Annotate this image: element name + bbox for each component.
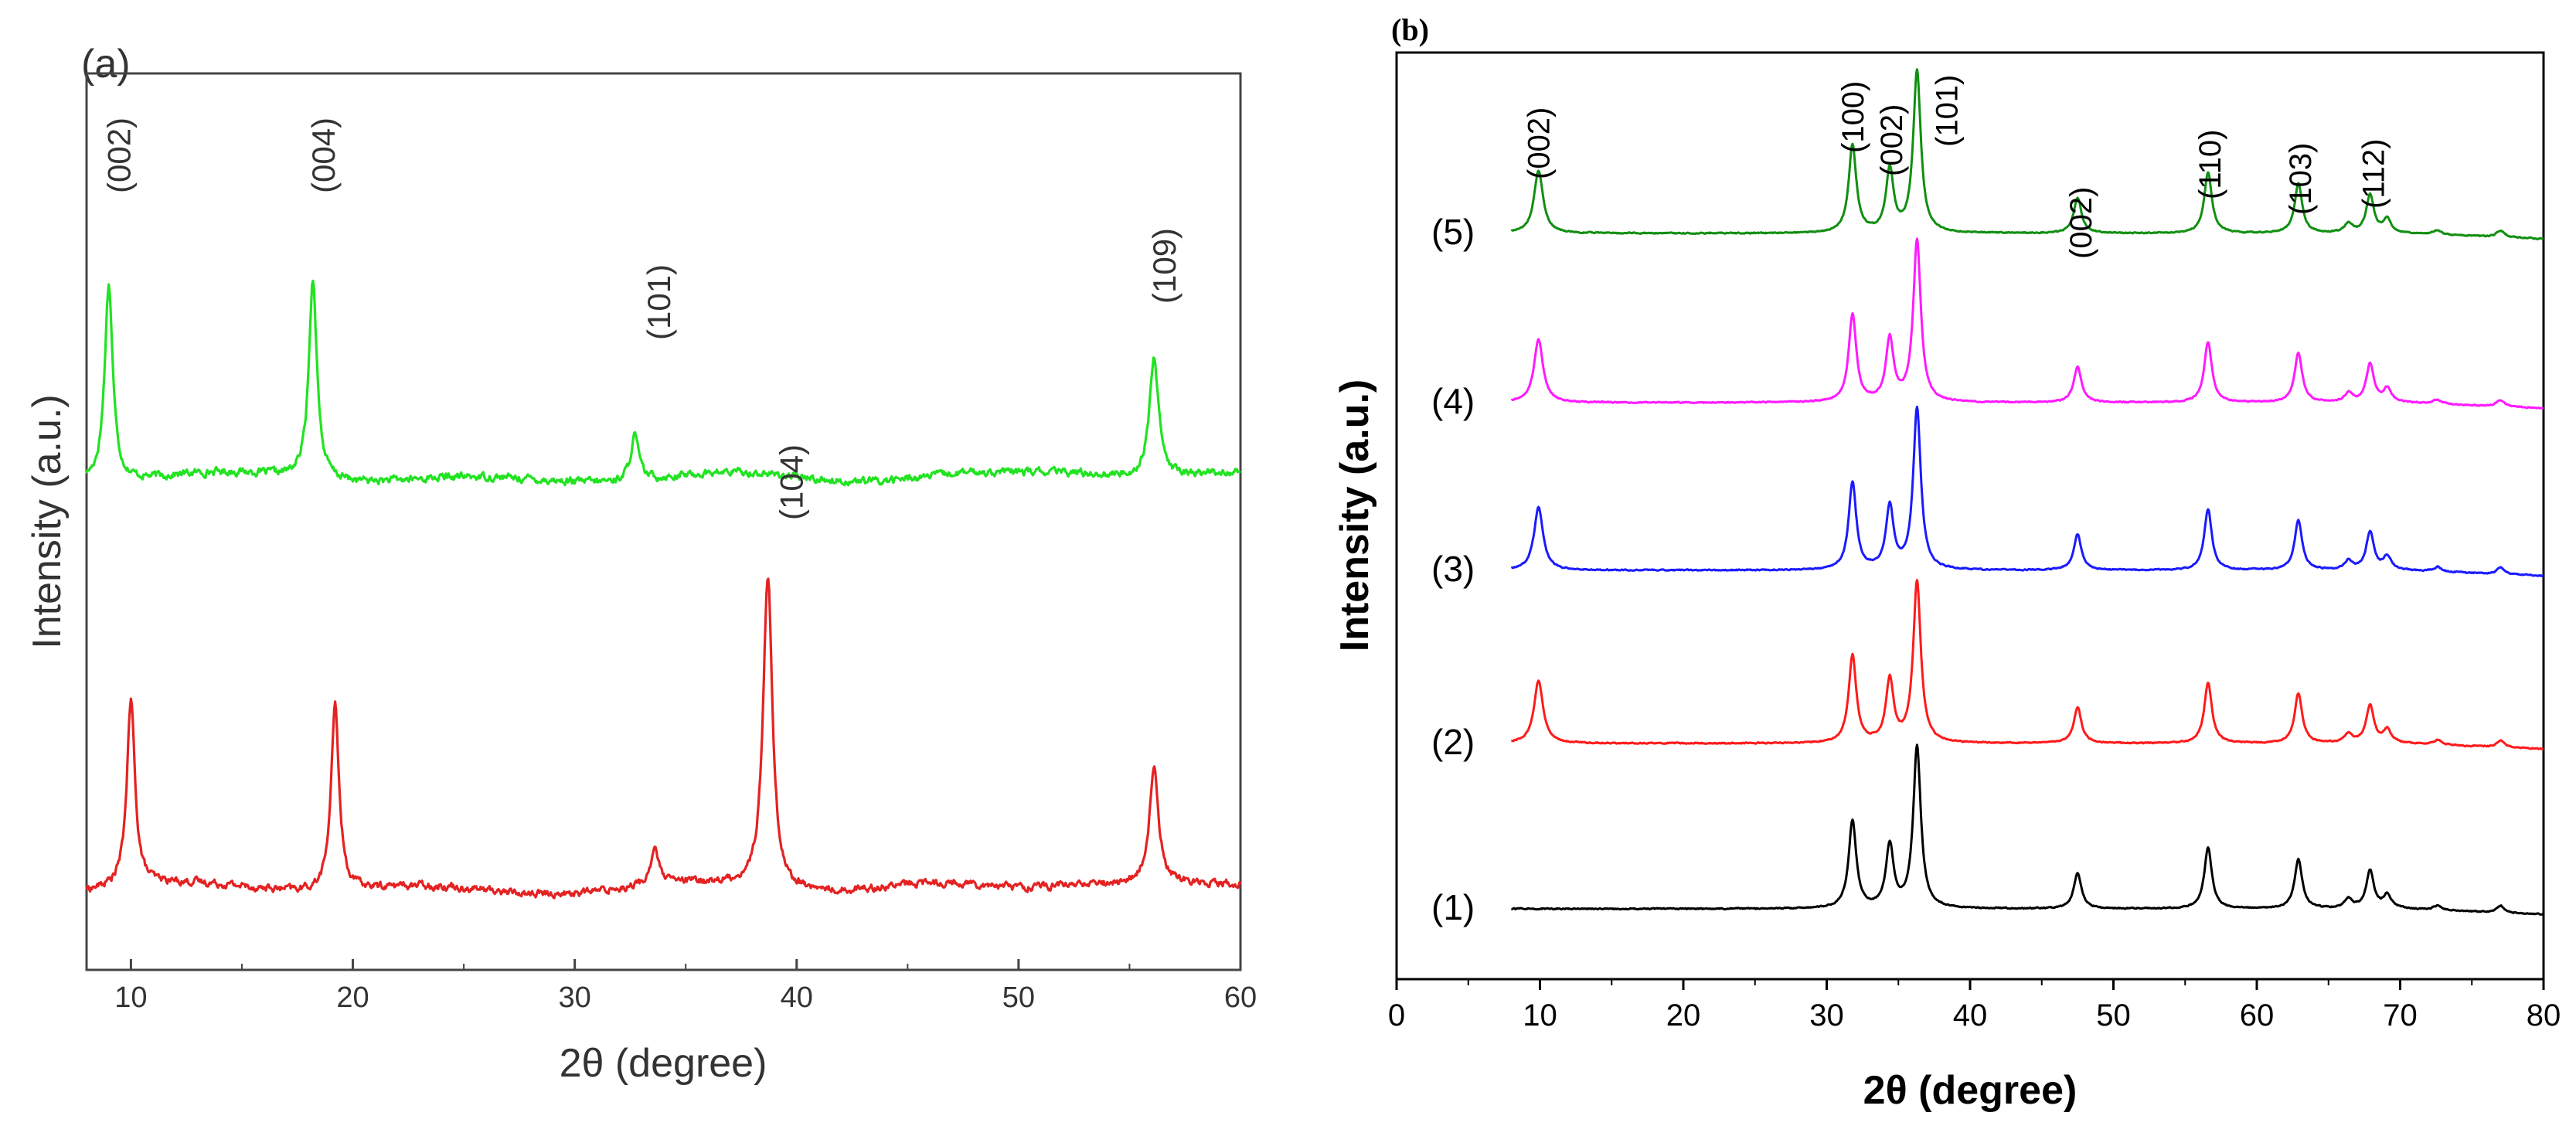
panel-b-peak-label: (101) [1930, 75, 1964, 147]
panel-b-peak-label: (002) [1875, 104, 1909, 176]
panel-a-x-tick-label: 60 [1224, 981, 1257, 1014]
panel-a-frame [85, 72, 1242, 971]
panel-b-series-line [1510, 579, 2544, 750]
panel-b-x-tick-label: 30 [1809, 998, 1844, 1032]
panel-a-peak-label: (109) [1146, 228, 1183, 304]
panel-a-x-axis: 10 20 30 40 50 60 [114, 959, 1257, 1014]
panel-b-label: (b) [1391, 12, 1429, 47]
panel-b: (b) 0 10 20 30 40 50 60 70 80 (1) (2) (3) (4) (5) (0… [1332, 12, 2561, 1113]
panel-b-series-label: (5) [1431, 212, 1475, 252]
panel-b-series-label: (1) [1431, 887, 1475, 927]
panel-b-x-tick-label: 10 [1523, 998, 1557, 1032]
panel-a-peak-label: (104) [773, 444, 809, 520]
panel-b-peak-label: (002) [2064, 187, 2098, 259]
panel-b-peak-labels: (002) (100) (002) (101)(002)(110) (103) (112) [1523, 75, 2391, 259]
panel-b-peak-label: (103) [2284, 143, 2318, 215]
panel-a-peak-labels: (002) (004) (101) (109) (104) [101, 117, 1183, 520]
panel-a-x-tick-label: 50 [1002, 981, 1035, 1014]
panel-a-x-tick-label: 20 [336, 981, 369, 1014]
panel-b-peak-label: (100) [1836, 81, 1870, 153]
panel-b-x-tick-label: 40 [1953, 998, 1988, 1032]
panel-b-x-tick-label: 60 [2240, 998, 2275, 1032]
panel-a-label: (a) [81, 42, 131, 87]
panel-a-y-label: Intensity (a.u.) [25, 394, 70, 648]
panel-a-x-tick-label: 40 [781, 981, 813, 1014]
panel-b-y-label: Intensity (a.u.) [1332, 379, 1377, 651]
panel-a-x-tick-label: 30 [559, 981, 591, 1014]
panel-a-series-line [85, 577, 1242, 900]
panel-b-series-line [1510, 237, 2544, 410]
panel-b-x-label: 2θ (degree) [1863, 1068, 2077, 1113]
panel-b-x-tick-label: 70 [2383, 998, 2418, 1032]
panel-b-series-label: (3) [1431, 549, 1475, 589]
panel-a-peak-label: (101) [641, 264, 677, 340]
panel-b-peak-label: (112) [2357, 139, 2391, 209]
panel-b-x-tick-label: 0 [1388, 998, 1405, 1032]
panel-b-x-tick-label: 80 [2527, 998, 2561, 1032]
panel-b-x-tick-label: 20 [1666, 998, 1701, 1032]
panel-b-peak-label: (002) [1523, 107, 1557, 179]
panel-b-series-label: (2) [1431, 722, 1475, 762]
panel-b-series-labels: (1) (2) (3) (4) (5) [1431, 212, 1475, 927]
panel-b-series-line [1510, 68, 2544, 241]
panel-b-series [1510, 68, 2544, 916]
panel-a-x-tick-label: 10 [114, 981, 147, 1014]
panel-a-peak-label: (004) [305, 117, 342, 193]
panel-a-series [85, 279, 1242, 900]
panel-a-x-label: 2θ (degree) [560, 1041, 767, 1086]
panel-b-series-line [1510, 743, 2544, 916]
panel-b-x-axis: 0 10 20 30 40 50 60 70 80 [1388, 979, 2561, 1032]
panel-b-peak-label: (110) [2193, 130, 2227, 199]
panel-a-peak-label: (002) [101, 117, 138, 193]
panel-b-x-tick-label: 50 [2096, 998, 2131, 1032]
panel-b-series-line [1510, 405, 2544, 577]
panel-a: (a) 10 20 30 40 50 60 (002) (004) (101) (109) (10… [25, 42, 1257, 1086]
panel-b-series-label: (4) [1431, 381, 1475, 421]
panel-a-series-line [85, 279, 1241, 487]
